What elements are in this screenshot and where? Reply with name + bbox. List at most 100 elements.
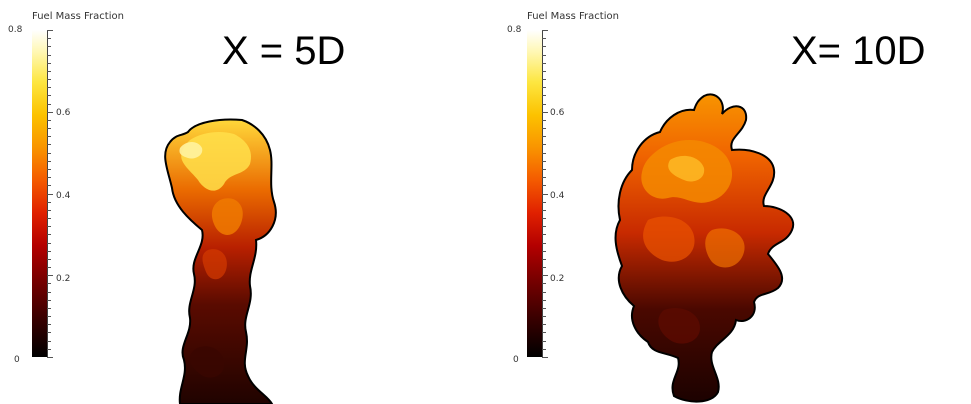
colorbar-minor-tick	[542, 38, 546, 40]
colorbar-minor-tick	[47, 299, 51, 301]
colorbar-minor-tick	[47, 168, 51, 170]
colorbar-major-tick	[542, 193, 548, 195]
colorbar-minor-tick	[47, 46, 51, 48]
colorbar-minor-tick	[47, 283, 51, 285]
colorbar-minor-tick	[47, 234, 51, 236]
colorbar-minor-tick	[542, 332, 546, 334]
colorbar-minor-tick	[542, 70, 546, 72]
colorbar-minor-tick	[542, 119, 546, 121]
colorbar-label-0-4: 0.4	[56, 191, 71, 201]
colorbar-major-tick	[47, 357, 53, 358]
plume-body	[614, 93, 795, 403]
colorbar-minor-tick	[542, 324, 546, 326]
colorbar-major-tick	[542, 275, 548, 277]
colorbar-major-tick	[542, 111, 548, 113]
colorbar-minor-tick	[47, 258, 51, 260]
colorbar-major-tick	[47, 275, 53, 277]
colorbar-minor-tick	[47, 332, 51, 334]
colorbar-major-tick	[47, 111, 53, 113]
colorbar-minor-tick	[47, 316, 51, 318]
colorbar-minor-tick	[47, 324, 51, 326]
colorbar-minor-tick	[542, 201, 546, 203]
panel-x-10d: Fuel Mass Fraction 0.8 0.6 0.4 0.2 0 X= …	[500, 0, 971, 404]
colorbar-minor-tick	[542, 136, 546, 138]
colorbar-minor-tick	[542, 340, 546, 342]
colorbar-minor-tick	[47, 119, 51, 121]
colorbar-minor-tick	[542, 177, 546, 179]
colorbar-minor-tick	[47, 267, 51, 269]
colorbar-minor-tick	[47, 177, 51, 179]
colorbar-minor-tick	[542, 242, 546, 244]
colorbar-minor-tick	[47, 95, 51, 97]
colorbar-minor-tick	[47, 340, 51, 342]
colorbar-minor-tick	[542, 226, 546, 228]
colorbar-label-min: 0	[14, 355, 20, 365]
colorbar-minor-tick	[542, 218, 546, 220]
colorbar-minor-tick	[542, 54, 546, 56]
colorbar	[527, 30, 542, 357]
colorbar-minor-tick	[542, 348, 546, 350]
colorbar-minor-tick	[542, 46, 546, 48]
plume-x-10d	[614, 93, 795, 403]
colorbar-minor-tick	[542, 258, 546, 260]
colorbar-minor-tick	[47, 152, 51, 154]
colorbar-minor-tick	[47, 79, 51, 81]
colorbar-minor-tick	[47, 307, 51, 309]
position-label: X = 5D	[222, 29, 346, 73]
colorbar-minor-tick	[542, 291, 546, 293]
position-label: X= 10D	[791, 29, 926, 73]
colorbar-title: Fuel Mass Fraction	[527, 11, 619, 22]
colorbar-minor-tick	[47, 62, 51, 64]
colorbar-minor-tick	[47, 242, 51, 244]
colorbar-minor-tick	[542, 160, 546, 162]
colorbar-major-tick	[542, 357, 548, 358]
colorbar-major-tick	[47, 193, 53, 195]
colorbar-minor-tick	[47, 218, 51, 220]
colorbar-minor-tick	[47, 103, 51, 105]
colorbar-minor-tick	[542, 250, 546, 252]
colorbar-minor-tick	[47, 128, 51, 130]
colorbar-label-min: 0	[513, 355, 519, 365]
colorbar-minor-tick	[47, 136, 51, 138]
colorbar-label-0-6: 0.6	[550, 108, 565, 118]
colorbar-minor-tick	[47, 144, 51, 146]
colorbar-label-0-2: 0.2	[550, 274, 565, 284]
colorbar-minor-tick	[542, 316, 546, 318]
colorbar-minor-tick	[47, 209, 51, 211]
colorbar-minor-tick	[47, 291, 51, 293]
colorbar-minor-tick	[542, 234, 546, 236]
colorbar-minor-tick	[47, 185, 51, 187]
colorbar-minor-tick	[542, 283, 546, 285]
colorbar	[32, 30, 47, 357]
colorbar-minor-tick	[47, 70, 51, 72]
colorbar-minor-tick	[542, 103, 546, 105]
colorbar-minor-tick	[542, 152, 546, 154]
colorbar-minor-tick	[542, 168, 546, 170]
colorbar-minor-tick	[542, 95, 546, 97]
colorbar-minor-tick	[542, 307, 546, 309]
colorbar-minor-tick	[542, 209, 546, 211]
colorbar-minor-tick	[542, 62, 546, 64]
colorbar-label-0-6: 0.6	[56, 108, 71, 118]
colorbar-minor-tick	[47, 54, 51, 56]
colorbar-title: Fuel Mass Fraction	[32, 11, 124, 22]
colorbar-minor-tick	[47, 160, 51, 162]
colorbar-minor-tick	[542, 144, 546, 146]
colorbar-minor-tick	[542, 267, 546, 269]
colorbar-minor-tick	[47, 87, 51, 89]
colorbar-minor-tick	[47, 226, 51, 228]
colorbar-minor-tick	[542, 185, 546, 187]
plume-x-5d	[164, 118, 277, 404]
colorbar-minor-tick	[542, 128, 546, 130]
colorbar-label-max: 0.8	[8, 25, 23, 35]
panel-x-5d: Fuel Mass Fraction 0.8 0.6 0.4 0.2 0 X =…	[0, 0, 485, 404]
colorbar-minor-tick	[542, 79, 546, 81]
colorbar-major-tick	[47, 30, 53, 31]
colorbar-label-0-2: 0.2	[56, 274, 71, 284]
colorbar-minor-tick	[47, 348, 51, 350]
colorbar-minor-tick	[47, 38, 51, 40]
colorbar-major-tick	[542, 30, 548, 31]
colorbar-minor-tick	[47, 250, 51, 252]
colorbar-label-max: 0.8	[507, 25, 522, 35]
colorbar-label-0-4: 0.4	[550, 191, 565, 201]
